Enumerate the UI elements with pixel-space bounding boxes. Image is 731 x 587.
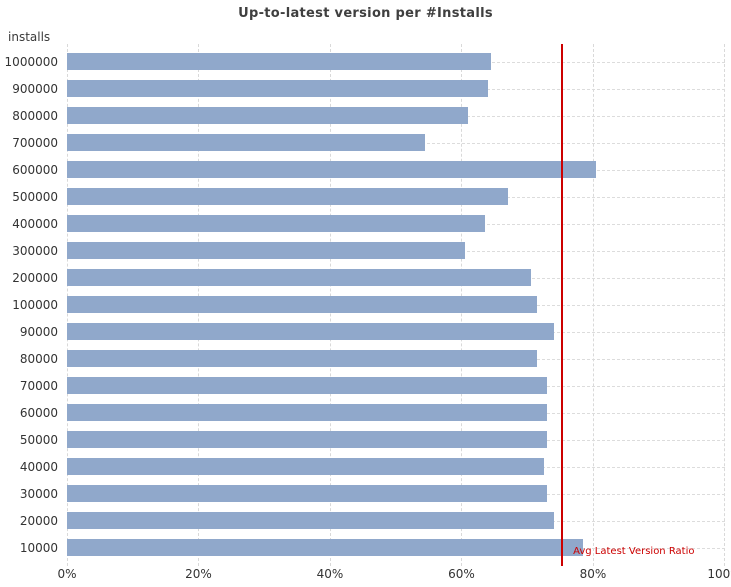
y-axis-tick-label: 60000 — [19, 405, 58, 420]
bar — [67, 458, 544, 475]
bar — [67, 134, 426, 151]
bar — [67, 188, 508, 205]
avg-reference-line-label: Avg Latest Version Ratio — [573, 546, 695, 557]
x-axis-tick-label: 0% — [57, 567, 77, 581]
x-axis-tick-label: 20% — [185, 567, 212, 581]
bar — [67, 296, 538, 313]
bar — [67, 431, 547, 448]
bar — [67, 161, 597, 178]
y-axis-title: installs — [8, 30, 51, 44]
bar — [67, 485, 547, 502]
bar — [67, 80, 488, 97]
x-axis-tick-label: 100% — [707, 567, 731, 581]
bar — [67, 323, 554, 340]
x-axis-tick-label: 80% — [579, 567, 607, 581]
y-axis-tick-label: 200000 — [12, 270, 58, 285]
bar — [67, 377, 547, 394]
y-axis-tick-label: 70000 — [19, 378, 58, 393]
y-axis-tick-label: 80000 — [19, 351, 58, 366]
y-axis-tick-label: 40000 — [19, 459, 58, 474]
x-axis-tick-label: 40% — [316, 567, 344, 581]
bar — [67, 539, 584, 556]
y-axis-tick-label: 300000 — [12, 243, 58, 258]
bar — [67, 350, 538, 367]
bar — [67, 53, 492, 70]
avg-reference-line — [561, 44, 564, 566]
bar — [67, 512, 554, 529]
chart-title: Up-to-latest version per #Installs — [238, 6, 493, 21]
y-axis-tick-label: 700000 — [12, 135, 58, 150]
bar — [67, 269, 531, 286]
bar — [67, 242, 465, 259]
y-axis-tick-label: 800000 — [12, 108, 58, 123]
bar — [67, 215, 485, 232]
y-axis-tick-label: 600000 — [12, 162, 58, 177]
y-axis-tick-label: 90000 — [19, 324, 58, 339]
y-axis-tick-label: 500000 — [12, 189, 58, 204]
y-axis-tick-label: 20000 — [19, 513, 58, 528]
y-axis-tick-label: 400000 — [12, 216, 58, 231]
x-axis-tick-label: 60% — [448, 567, 475, 581]
y-axis-tick-label: 900000 — [12, 81, 58, 96]
y-axis-tick-label: 10000 — [19, 540, 58, 555]
bar — [67, 404, 547, 421]
plot-area: Avg Latest Version Ratio — [66, 44, 725, 566]
y-axis-tick-label: 30000 — [19, 486, 58, 501]
y-axis-tick-label: 50000 — [19, 432, 58, 447]
bar — [67, 107, 469, 124]
y-axis-tick-label: 1000000 — [4, 54, 58, 69]
y-axis-tick-label: 100000 — [12, 297, 58, 312]
